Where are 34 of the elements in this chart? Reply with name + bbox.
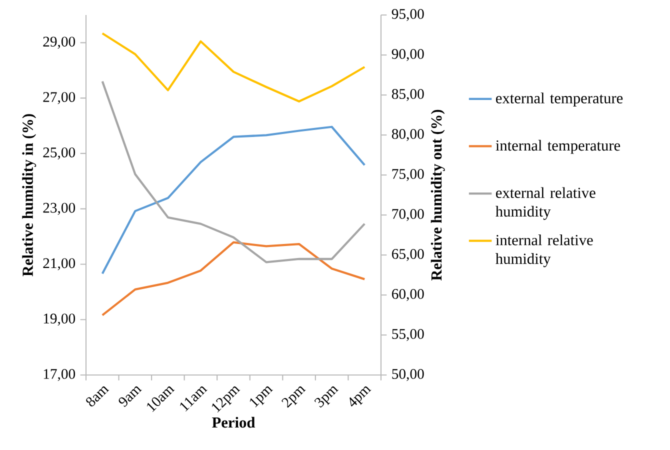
y2-tick-label: 75,00 [392,169,424,182]
y2-tick-label: 55,00 [392,329,424,342]
y2-tick-label: 60,00 [392,289,424,302]
y-tick-label: 17,00 [44,369,76,382]
line-series [101,32,366,102]
x-axis-title: Period [212,416,256,428]
y2-tick-label: 50,00 [392,369,424,382]
legend-label: external relative humidity [496,187,596,220]
x-tick-label: 8am [86,386,110,406]
legend-label: internal temperature [496,140,620,154]
line-series [101,80,366,264]
y2-tick-label: 95,00 [392,9,424,22]
x-tick-label: 4pm [350,386,372,407]
y2-tick-label: 70,00 [392,209,424,222]
y2-tick-label: 90,00 [392,49,424,62]
x-tick-label: 9am [118,386,142,407]
y-tick-label: 27,00 [43,92,76,104]
legend-label: internal relative humidity [496,234,593,268]
y-tick-label: 29,00 [43,36,76,49]
y2-tick-label: 65,00 [392,249,424,262]
y-axis-title: Relative humidity in (%) [22,114,36,276]
y-tick-label: 19,00 [44,314,76,326]
x-tick-label: 1pm [250,386,273,408]
y2-tick-label: 80,00 [392,129,424,142]
line-series [101,241,366,316]
legend-label: external temperature [496,92,623,107]
y2-tick-label: 85,00 [392,89,424,102]
y-tick-label: 23,00 [43,202,76,215]
x-tick-label: 3pm [314,386,339,408]
y2-axis-title: Relative humidity out (%) [430,110,445,281]
y-tick-label: 21,00 [43,258,76,270]
x-tick-label: 2pm [282,386,306,408]
y-tick-label: 25,00 [43,147,76,160]
line-series [101,126,366,275]
